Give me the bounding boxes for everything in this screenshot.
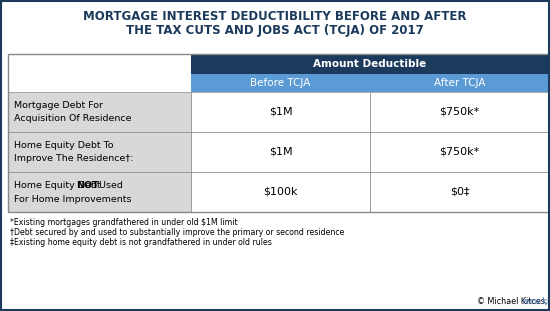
Bar <box>8 172 191 212</box>
Text: $750k*: $750k* <box>439 107 480 117</box>
Text: ‡Existing home equity debt is not grandfathered in under old rules: ‡Existing home equity debt is not grandf… <box>10 238 272 247</box>
Text: *Existing mortgages grandfathered in under old $1M limit: *Existing mortgages grandfathered in und… <box>10 218 238 227</box>
Bar <box>191 92 370 132</box>
Text: Home Equity Debt: Home Equity Debt <box>14 180 103 189</box>
Bar <box>191 172 370 212</box>
Bar <box>370 132 549 172</box>
Text: Home Equity Debt To
Improve The Residence†:: Home Equity Debt To Improve The Residenc… <box>14 141 134 163</box>
Text: $750k*: $750k* <box>439 147 480 157</box>
Bar <box>370 74 549 92</box>
Bar <box>370 92 549 132</box>
Text: Before TCJA: Before TCJA <box>250 78 311 88</box>
Text: THE TAX CUTS AND JOBS ACT (TCJA) OF 2017: THE TAX CUTS AND JOBS ACT (TCJA) OF 2017 <box>126 24 424 37</box>
Text: NOT: NOT <box>76 180 99 189</box>
Bar <box>191 54 549 74</box>
Bar <box>8 132 191 172</box>
Bar <box>191 74 370 92</box>
Bar <box>191 132 370 172</box>
Text: After TCJA: After TCJA <box>434 78 485 88</box>
Text: www.kitces.com: www.kitces.com <box>522 297 550 306</box>
Text: $0‡: $0‡ <box>450 187 469 197</box>
Text: $1M: $1M <box>269 107 292 117</box>
Bar <box>370 172 549 212</box>
Text: MORTGAGE INTEREST DEDUCTIBILITY BEFORE AND AFTER: MORTGAGE INTEREST DEDUCTIBILITY BEFORE A… <box>83 10 467 23</box>
Bar <box>8 54 549 212</box>
Bar <box>8 92 191 132</box>
Text: †Debt secured by and used to substantially improve the primary or second residen: †Debt secured by and used to substantial… <box>10 228 344 237</box>
Text: Mortgage Debt For
Acquisition Of Residence: Mortgage Debt For Acquisition Of Residen… <box>14 101 131 123</box>
Text: Amount Deductible: Amount Deductible <box>314 59 427 69</box>
Text: © Michael Kitces,: © Michael Kitces, <box>477 297 547 306</box>
Text: Used: Used <box>96 180 123 189</box>
Text: For Home Improvements: For Home Improvements <box>14 194 131 203</box>
Text: $100k: $100k <box>263 187 298 197</box>
Text: $1M: $1M <box>269 147 292 157</box>
